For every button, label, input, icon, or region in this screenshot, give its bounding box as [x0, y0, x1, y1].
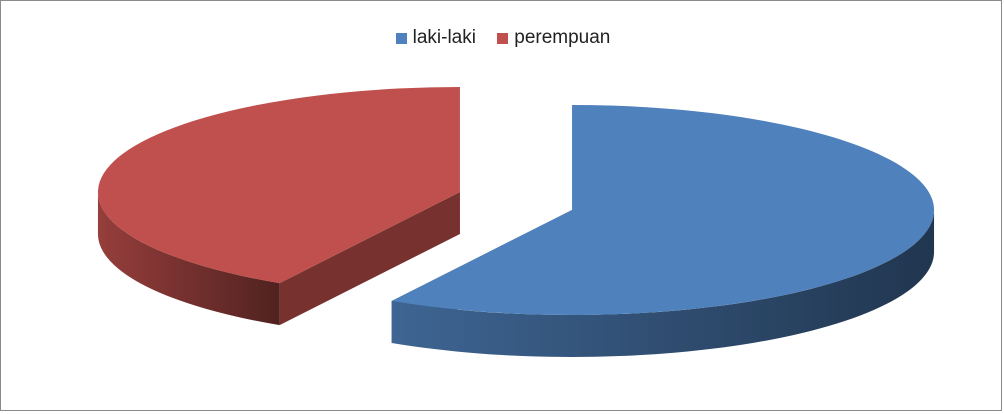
slice-side-wall-perempuan-0: [279, 192, 460, 326]
slice-top-laki-laki: [391, 104, 935, 315]
legend-label-laki-laki: laki-laki: [412, 27, 476, 48]
slice-top-perempuan: [97, 87, 460, 284]
legend-item-laki-laki: laki-laki: [395, 27, 476, 49]
slice-laki-laki: [391, 104, 935, 357]
legend-item-perempuan: perempuan: [497, 27, 610, 49]
slice-rim-laki-laki: [391, 209, 935, 357]
legend-label-perempuan: perempuan: [514, 27, 611, 48]
legend: laki-laki perempuan: [1, 27, 1004, 50]
slice-perempuan: [97, 87, 460, 326]
legend-swatch-laki-laki: [395, 32, 407, 44]
legend-swatch-perempuan: [497, 32, 509, 44]
slice-rim-perempuan: [97, 192, 280, 326]
